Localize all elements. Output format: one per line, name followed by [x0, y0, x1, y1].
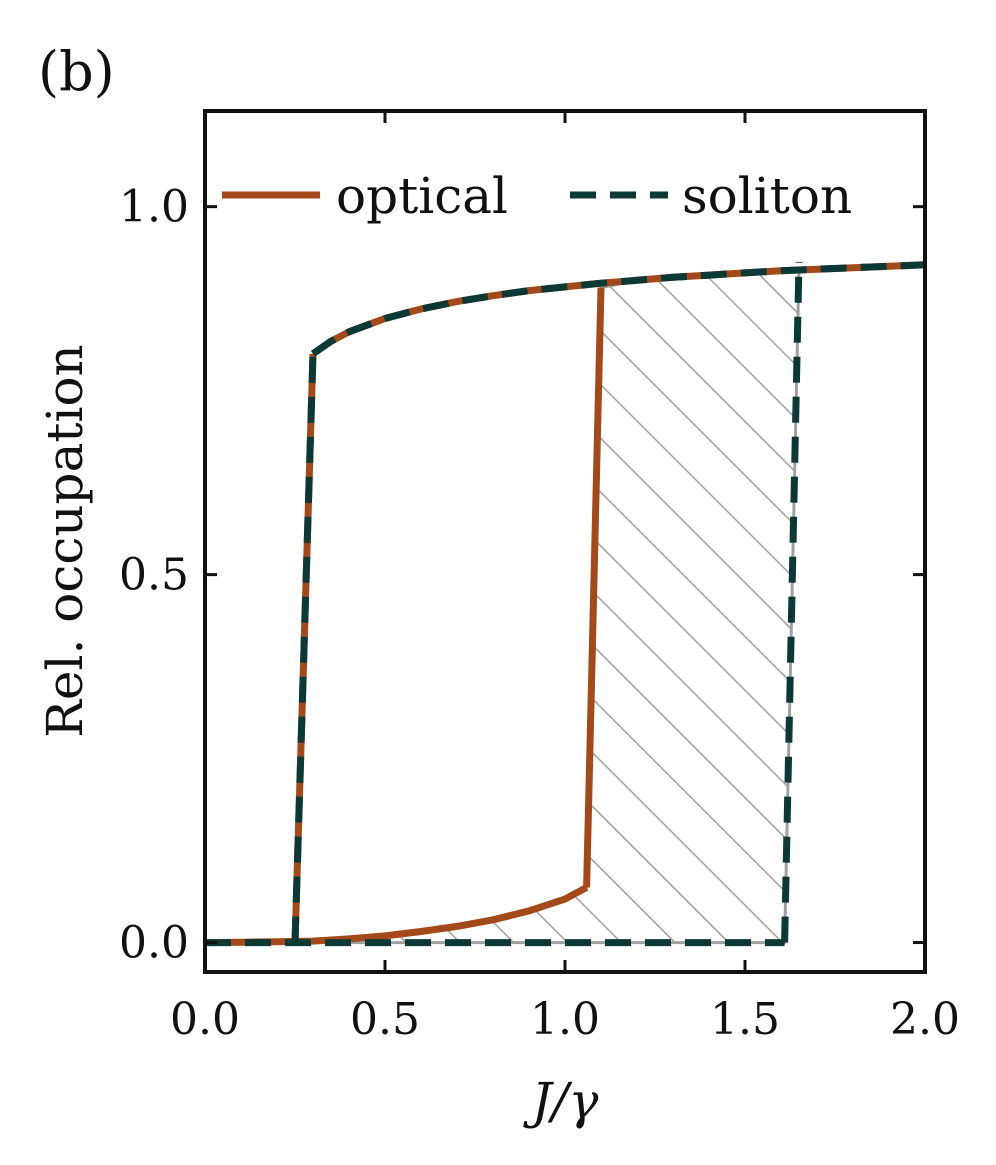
y-tick-label: 0.0 [119, 918, 189, 969]
y-tick-label: 0.5 [119, 550, 189, 601]
y-axis-label: Rel. occupation [36, 344, 94, 738]
soliton-drop [781, 261, 803, 943]
x-tick-label: 1.5 [710, 994, 780, 1045]
soliton-left-jump [291, 353, 317, 943]
plot-area [205, 261, 925, 947]
plot-frame [203, 109, 927, 974]
x-tick-label: 2.0 [890, 994, 960, 1045]
legend: optical soliton [222, 167, 852, 225]
legend-soliton-label: soliton [682, 167, 852, 225]
x-axis-label: J/γ [523, 1072, 599, 1130]
x-tick-label: 0.5 [350, 994, 420, 1045]
soliton-upper-branch [311, 261, 925, 357]
x-tick-label: 0.0 [170, 994, 240, 1045]
panel-label: (b) [38, 40, 115, 103]
hatched-region [347, 267, 801, 945]
x-tick-label: 1.0 [530, 994, 600, 1045]
y-tick-label: 1.0 [119, 182, 189, 233]
optical-jump-up [583, 287, 605, 888]
legend-optical-label: optical [336, 167, 508, 225]
